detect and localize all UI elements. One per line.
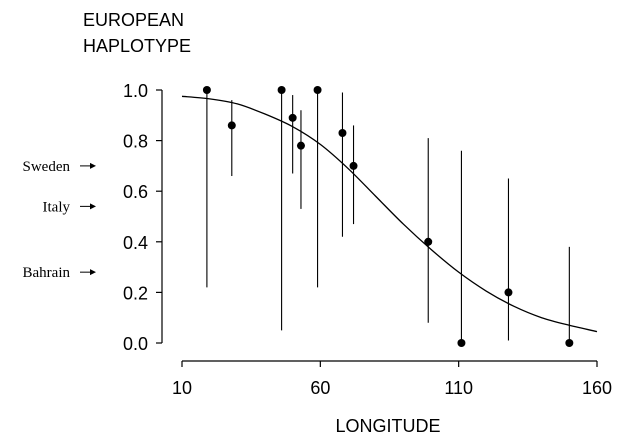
data-point xyxy=(227,121,236,130)
data-point xyxy=(349,161,358,170)
y-ticks: 0.0 0.2 0.4 0.6 0.8 1.0 xyxy=(123,81,162,354)
y-axis-title-line-2: HAPLOTYPE xyxy=(83,36,191,56)
x-axis-title: LONGITUDE xyxy=(335,416,440,436)
data-point xyxy=(202,86,211,94)
x-tick-label: 110 xyxy=(444,378,473,398)
x-tick-label: 160 xyxy=(582,378,612,398)
data-point xyxy=(565,339,574,347)
y-tick-label: 0.8 xyxy=(123,132,148,152)
data-point xyxy=(504,288,513,297)
annotation-label: Bahrain xyxy=(23,265,71,281)
data-point xyxy=(296,141,305,150)
y-tick-label: 0.2 xyxy=(123,283,148,303)
annotation-label: Italy xyxy=(43,199,71,215)
annotation-arrow-head xyxy=(90,162,96,169)
annotation-arrow-head xyxy=(90,203,96,210)
data-point xyxy=(424,237,433,246)
y-axis-title-line-1: EUROPEAN xyxy=(83,10,184,30)
data-point xyxy=(288,113,297,122)
y-tick-label: 0.4 xyxy=(123,233,148,253)
data-point xyxy=(313,86,322,94)
y-tick-label: 0.0 xyxy=(123,334,148,354)
x-ticks: 10 60 110 160 xyxy=(172,361,612,398)
data-point xyxy=(277,86,286,94)
x-tick-label: 60 xyxy=(310,378,330,398)
y-tick-label: 0.6 xyxy=(123,182,148,202)
annotation-label: Sweden xyxy=(23,159,71,175)
annotation-arrow-head xyxy=(90,269,96,276)
y-tick-label: 1.0 xyxy=(123,81,148,101)
data-point xyxy=(338,129,347,138)
data-points xyxy=(202,86,574,347)
fitted-curve xyxy=(181,95,598,333)
data-point xyxy=(457,339,466,347)
x-tick-label: 10 xyxy=(172,378,192,398)
country-annotations: Sweden Italy Bahrain xyxy=(23,159,96,281)
